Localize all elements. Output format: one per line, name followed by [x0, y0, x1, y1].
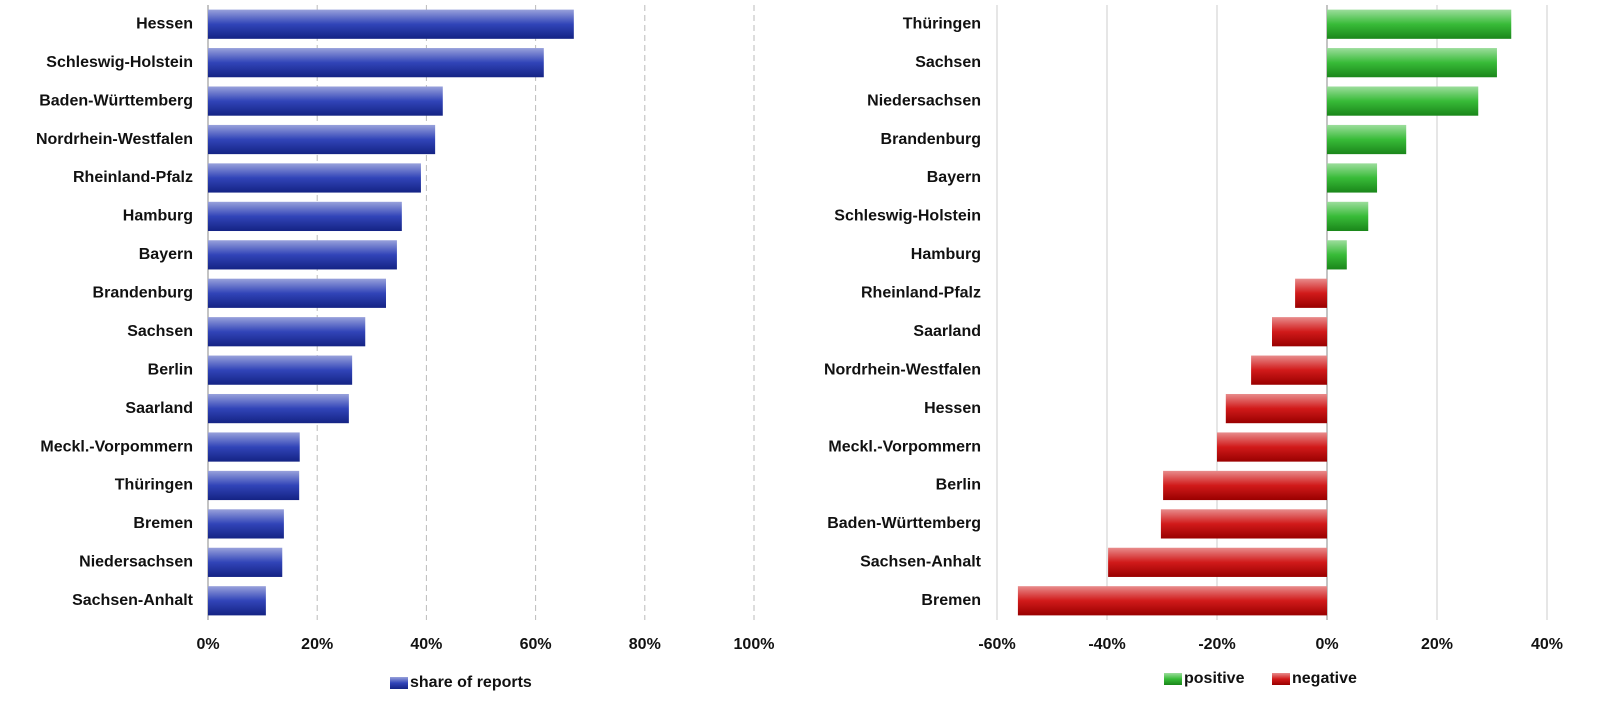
y-tick-label: Baden-Württemberg — [827, 515, 981, 532]
y-tick-label: Bremen — [921, 592, 981, 609]
legend-label: share of reports — [410, 674, 532, 691]
y-tick-label: Saarland — [913, 323, 981, 340]
y-tick-label: Berlin — [936, 477, 981, 494]
bar — [208, 586, 266, 616]
bar — [1327, 48, 1497, 78]
bar — [1251, 355, 1327, 385]
y-tick-label: Schleswig-Holstein — [834, 208, 981, 225]
y-tick-label: Sachsen — [915, 54, 981, 71]
legend-label: positive — [1184, 670, 1245, 687]
bar — [1272, 317, 1327, 347]
y-tick-label: Rheinland-Pfalz — [861, 285, 981, 302]
bar — [208, 355, 353, 385]
y-tick-label: Hamburg — [911, 246, 981, 263]
y-tick-label: Niedersachsen — [867, 92, 981, 109]
legend-label: negative — [1292, 670, 1357, 687]
bar — [1017, 586, 1327, 616]
y-tick-label: Bayern — [139, 246, 193, 263]
y-tick-label: Nordrhein-Westfalen — [824, 361, 981, 378]
bar — [1163, 470, 1327, 501]
bar — [1327, 201, 1369, 232]
y-tick-label: Meckl.-Vorpommern — [40, 438, 193, 455]
y-tick-label: Bayern — [927, 169, 981, 186]
y-tick-label: Sachsen-Anhalt — [860, 554, 982, 571]
legend-swatch — [1272, 673, 1290, 685]
y-tick-label: Baden-Württemberg — [39, 92, 193, 109]
x-tick-label: 40% — [410, 636, 442, 653]
y-tick-label: Nordrhein-Westfalen — [36, 131, 193, 148]
bar — [208, 509, 284, 539]
bar — [1327, 163, 1378, 193]
x-tick-label: 0% — [196, 636, 219, 653]
y-tick-label: Sachsen — [127, 323, 193, 340]
bar — [208, 124, 436, 155]
legend-swatch — [1164, 673, 1182, 685]
bar — [1327, 86, 1479, 116]
x-tick-label: 0% — [1315, 636, 1338, 653]
y-tick-label: Hessen — [136, 15, 193, 32]
y-tick-label: Brandenburg — [93, 285, 193, 302]
y-tick-label: Sachsen-Anhalt — [72, 592, 194, 609]
y-tick-label: Rheinland-Pfalz — [73, 169, 193, 186]
y-tick-label: Saarland — [125, 400, 193, 417]
bar — [208, 86, 443, 116]
bar — [1327, 240, 1347, 270]
x-tick-label: 20% — [301, 636, 333, 653]
y-tick-label: Schleswig-Holstein — [46, 54, 193, 71]
bar — [208, 163, 421, 193]
bar — [208, 432, 300, 462]
bar — [1217, 432, 1327, 462]
bar — [1327, 9, 1512, 39]
bar — [208, 547, 283, 577]
bar — [1327, 124, 1407, 155]
bar — [208, 278, 386, 308]
bar — [208, 393, 349, 424]
y-tick-label: Thüringen — [903, 15, 981, 32]
bar — [1160, 509, 1327, 539]
bar — [208, 48, 544, 78]
x-tick-label: 80% — [629, 636, 661, 653]
x-tick-label: 100% — [734, 636, 775, 653]
bar — [208, 201, 402, 232]
x-tick-label: 20% — [1421, 636, 1453, 653]
bar — [208, 317, 366, 347]
bar — [208, 9, 574, 39]
y-tick-label: Niedersachsen — [79, 554, 193, 571]
bar — [1295, 278, 1327, 308]
y-tick-label: Hessen — [924, 400, 981, 417]
x-tick-label: -20% — [1198, 636, 1235, 653]
bar — [1225, 393, 1327, 424]
y-tick-label: Thüringen — [115, 477, 193, 494]
bar — [208, 470, 300, 501]
y-tick-label: Meckl.-Vorpommern — [828, 438, 981, 455]
y-tick-label: Berlin — [148, 361, 193, 378]
y-tick-label: Bremen — [133, 515, 193, 532]
bar — [208, 240, 397, 270]
y-tick-label: Hamburg — [123, 208, 193, 225]
x-tick-label: 60% — [520, 636, 552, 653]
legend-swatch — [390, 677, 408, 689]
y-tick-label: Brandenburg — [881, 131, 981, 148]
x-tick-label: -60% — [978, 636, 1015, 653]
x-tick-label: -40% — [1088, 636, 1125, 653]
x-tick-label: 40% — [1531, 636, 1563, 653]
bar — [1108, 547, 1327, 577]
